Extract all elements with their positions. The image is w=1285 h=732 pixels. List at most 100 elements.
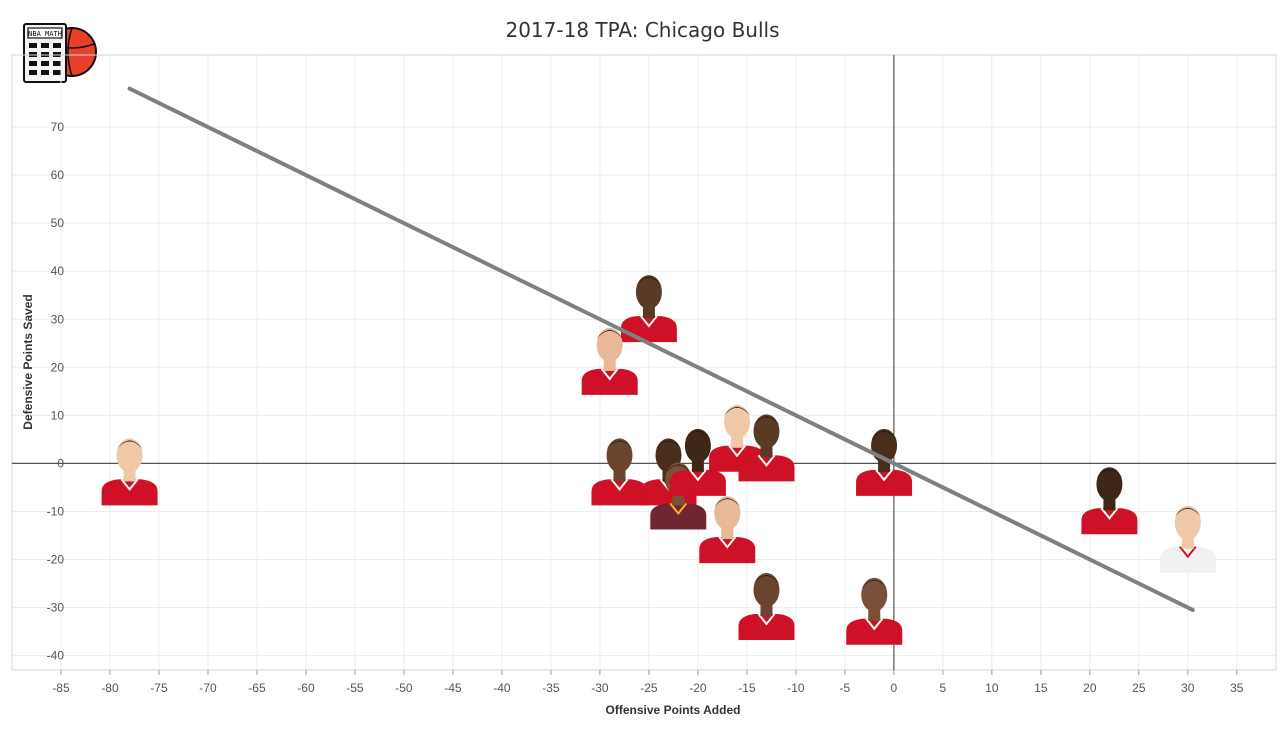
x-tick-label: -45 — [444, 681, 462, 695]
jersey-collar — [610, 478, 629, 492]
jersey — [101, 479, 158, 506]
jersey — [669, 469, 726, 496]
y-tick-label: -20 — [47, 552, 65, 566]
x-tick-label: 30 — [1181, 681, 1195, 695]
jersey — [738, 613, 795, 640]
jersey-collar — [875, 469, 893, 482]
player-head — [635, 275, 662, 310]
player-headshot — [699, 496, 756, 564]
player-head — [861, 577, 888, 612]
player-head — [596, 327, 623, 362]
jersey-collar — [1179, 546, 1197, 559]
player-headshot — [101, 438, 158, 506]
x-tick-label: -50 — [395, 681, 413, 695]
y-tick-label: 50 — [51, 216, 65, 230]
x-tick-label: -55 — [346, 681, 364, 695]
player-headshot — [591, 438, 648, 506]
player-headshot — [581, 327, 638, 395]
x-tick-label: -25 — [640, 681, 658, 695]
y-tick-label: -30 — [47, 601, 65, 615]
jersey — [1159, 546, 1216, 573]
x-tick-label: -80 — [101, 681, 119, 695]
jersey — [650, 503, 707, 530]
y-tick-label: 30 — [51, 312, 65, 326]
y-tick-label: 70 — [51, 120, 65, 134]
jersey-collar — [865, 618, 884, 631]
x-tick-label: -20 — [689, 681, 707, 695]
x-axis-title: Offensive Points Added — [606, 703, 741, 717]
axis-ticks: -85 -80 -75 -70 -65 -60 -55 -50 -45 -40 -35 -30 -25-… — [47, 120, 1244, 695]
player-headshot — [738, 414, 795, 482]
player-head — [753, 414, 780, 449]
jersey — [699, 537, 756, 564]
x-tick-label: -70 — [199, 681, 217, 695]
jersey-collar — [689, 469, 707, 482]
x-tick-label: -10 — [787, 681, 805, 695]
y-tick-label: 0 — [57, 456, 64, 470]
x-tick-label: -15 — [738, 681, 756, 695]
jersey-collar — [1100, 507, 1119, 520]
x-tick-label: 10 — [985, 681, 999, 695]
y-axis-title: Defensive Points Saved — [21, 294, 35, 429]
player-head — [1096, 467, 1123, 502]
player-head — [714, 496, 741, 531]
x-tick-label: -60 — [297, 681, 315, 695]
jersey-collar — [757, 613, 776, 626]
y-tick-label: 10 — [51, 408, 65, 422]
jersey-collar — [120, 478, 139, 492]
jersey — [856, 469, 913, 496]
plot-frame — [11, 54, 1277, 671]
x-tick-label: -35 — [542, 681, 560, 695]
x-tick-label: -5 — [840, 681, 851, 695]
trend-line-layer — [127, 86, 1195, 612]
player-headshot — [1159, 505, 1216, 573]
y-tick-label: 20 — [51, 360, 65, 374]
x-tick-label: 15 — [1034, 681, 1048, 695]
player-head — [1174, 505, 1201, 540]
x-tick-label: -85 — [52, 681, 70, 695]
x-tick-label: -40 — [493, 681, 511, 695]
jersey-collar — [669, 502, 688, 516]
x-tick-label: 0 — [891, 681, 898, 695]
trend-line — [127, 86, 1195, 612]
x-tick-label: 35 — [1230, 681, 1244, 695]
logo-text: NBA MATH — [28, 30, 62, 38]
jersey-collar — [640, 315, 658, 328]
jersey — [738, 455, 795, 482]
grid-lines — [12, 55, 1276, 670]
y-tick-label: 40 — [51, 264, 65, 278]
player-headshot — [846, 577, 903, 645]
reference-lines — [12, 55, 1276, 670]
x-tick-label: 25 — [1132, 681, 1146, 695]
player-head — [684, 428, 711, 463]
player-points — [101, 275, 1216, 645]
jersey — [620, 316, 677, 343]
jersey — [581, 368, 638, 395]
jersey — [1081, 508, 1138, 535]
player-headshot — [1081, 467, 1138, 535]
jersey-collar — [728, 445, 746, 458]
x-tick-label: -75 — [150, 681, 168, 695]
player-headshot — [738, 572, 795, 640]
x-tick-label: 20 — [1083, 681, 1097, 695]
player-head — [116, 438, 143, 473]
player-head — [753, 572, 780, 607]
x-tick-label: -30 — [591, 681, 609, 695]
x-tick-label: 5 — [940, 681, 947, 695]
jersey-collar — [600, 368, 619, 381]
jersey — [846, 618, 903, 645]
player-head — [606, 438, 633, 473]
jersey — [591, 479, 648, 506]
player-headshot — [856, 428, 913, 496]
y-tick-label: -10 — [47, 504, 65, 518]
y-tick-label: -40 — [47, 649, 65, 663]
player-headshot — [669, 428, 726, 496]
player-head — [724, 404, 751, 439]
chart-title: 2017-18 TPA: Chicago Bulls — [505, 18, 780, 42]
jersey-collar — [718, 536, 737, 549]
nba-math-logo-icon: NBA MATH — [23, 23, 97, 83]
jersey-collar — [757, 454, 776, 467]
x-tick-label: -65 — [248, 681, 266, 695]
y-tick-label: 60 — [51, 168, 65, 182]
